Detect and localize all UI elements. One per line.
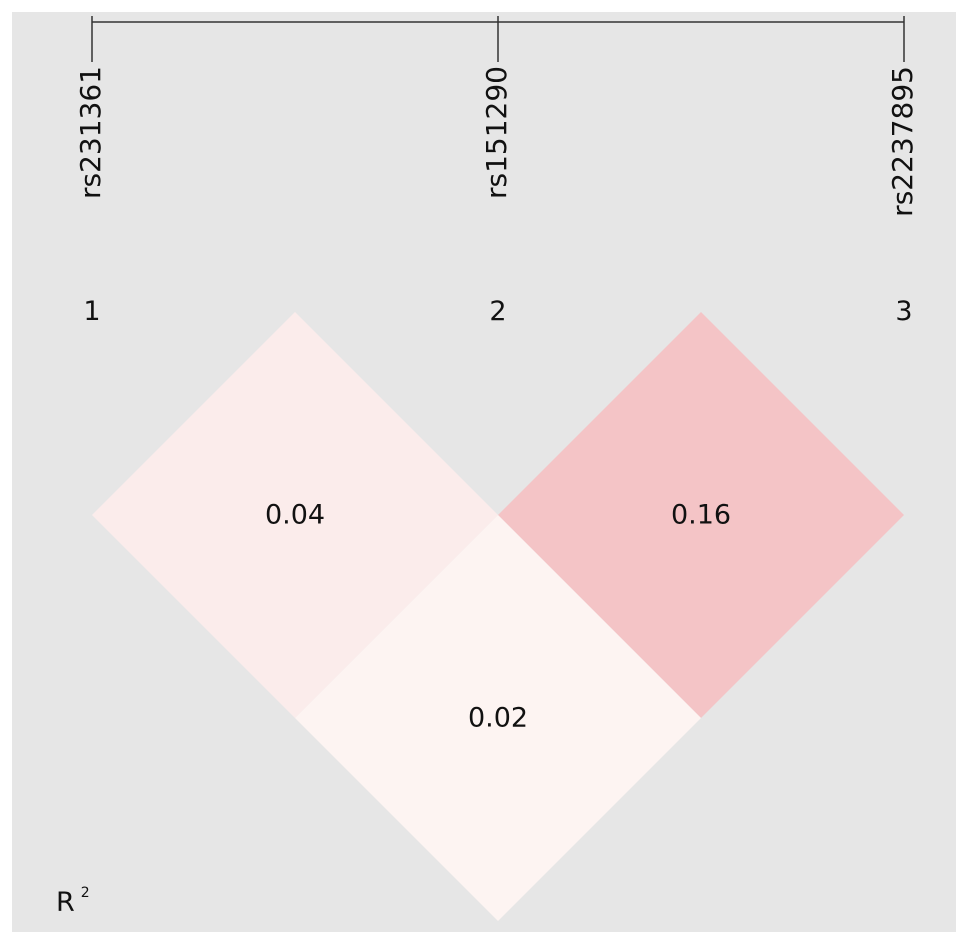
- marker-position-ruler: [91, 16, 905, 62]
- marker-labels: rs231361 1 rs151290 2 rs2237895 3: [74, 66, 919, 327]
- ld-cell-value: 0.16: [671, 500, 731, 531]
- ld-cells: 0.04 0.16 0.02: [92, 312, 904, 921]
- marker-name: rs2237895: [886, 66, 919, 217]
- ld-cell: [295, 515, 701, 921]
- r-squared-letter: R: [56, 887, 75, 918]
- r-squared-superscript: 2: [81, 885, 90, 901]
- marker-index: 3: [895, 296, 912, 327]
- marker-index: 1: [83, 296, 100, 327]
- ld-cell-value: 0.02: [468, 703, 528, 734]
- ld-cell-value: 0.04: [265, 500, 325, 531]
- marker-name: rs151290: [480, 66, 513, 199]
- marker-name: rs231361: [74, 66, 107, 199]
- marker-index: 2: [489, 296, 506, 327]
